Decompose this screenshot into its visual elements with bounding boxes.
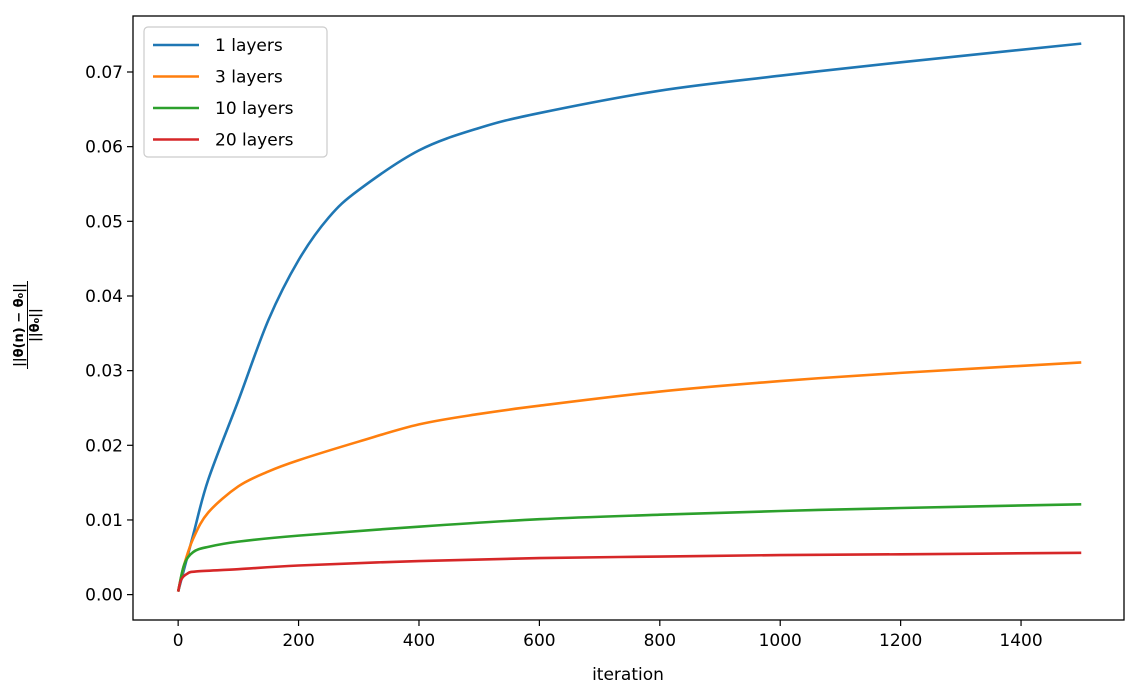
x-tick-label: 800 xyxy=(644,631,676,651)
legend-label: 10 layers xyxy=(215,99,294,119)
y-tick-label: 0.07 xyxy=(85,63,123,83)
y-axis-label-numerator: ||θ(n) − θ₀|| xyxy=(12,281,28,369)
series-line-20-layers xyxy=(176,551,1082,592)
legend-label: 3 layers xyxy=(215,68,283,88)
legend-label: 1 layers xyxy=(215,36,283,56)
y-tick-label: 0.04 xyxy=(85,287,123,307)
y-tick-label: 0.06 xyxy=(85,138,123,158)
x-tick-label: 1400 xyxy=(999,631,1042,651)
series-line-3-layers xyxy=(176,361,1082,592)
series-line-10-layers xyxy=(176,502,1082,592)
legend: 1 layers 3 layers 10 layers 20 layers xyxy=(143,26,328,158)
y-tick-label: 0.03 xyxy=(85,362,123,382)
x-axis-label: iteration xyxy=(592,665,664,685)
legend-label: 20 layers xyxy=(215,131,294,151)
series-lines xyxy=(176,42,1082,592)
x-tick-label: 600 xyxy=(523,631,555,651)
y-axis-label-denominator: ||θ₀|| xyxy=(28,308,43,342)
y-tick-label: 0.00 xyxy=(85,586,123,606)
ticks: 0 200 400 600 800 1000 1200 1400 0.00 0.01 0.02 0.0… xyxy=(85,63,1043,651)
legend-box xyxy=(143,26,328,158)
series-line-1-layers xyxy=(176,42,1082,592)
x-tick-label: 400 xyxy=(403,631,435,651)
x-tick-label: 200 xyxy=(282,631,314,651)
y-tick-label: 0.02 xyxy=(85,436,123,456)
y-tick-label: 0.01 xyxy=(85,511,123,531)
y-tick-label: 0.05 xyxy=(85,212,123,232)
y-axis-label: ||θ(n) − θ₀|| ||θ₀|| xyxy=(12,255,52,395)
x-tick-label: 1000 xyxy=(759,631,802,651)
x-tick-label: 1200 xyxy=(879,631,922,651)
x-tick-label: 0 xyxy=(173,631,184,651)
plot-frame xyxy=(132,15,1125,621)
